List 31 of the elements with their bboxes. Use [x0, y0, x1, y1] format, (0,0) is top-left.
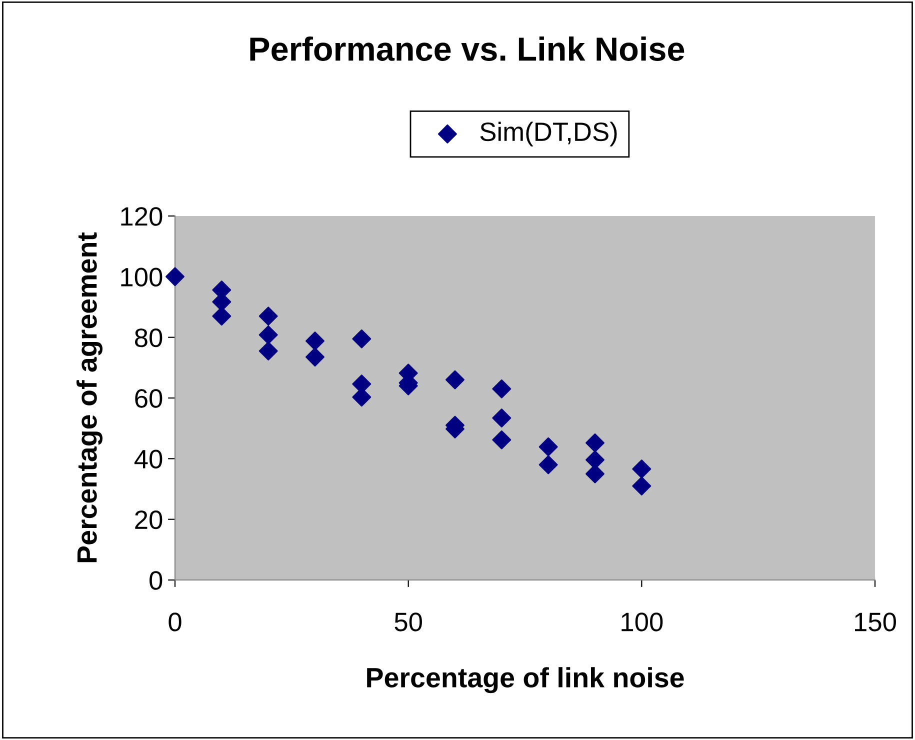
x-tick-label: 150 [855, 612, 896, 632]
point [446, 370, 464, 390]
point [492, 408, 512, 428]
x-axis-title: Percentage of link noise [367, 667, 684, 694]
point [586, 433, 604, 452]
point [538, 437, 558, 456]
point [538, 455, 558, 474]
y-axis-title: Percentage of agreement [76, 232, 103, 562]
chart-title: Performance vs. Link Noise [250, 36, 684, 61]
point [306, 348, 324, 367]
x-tick-label: 50 [394, 612, 422, 632]
point [166, 267, 184, 286]
legend-label: Sim(DT,DS) [480, 122, 617, 146]
point [492, 379, 512, 398]
y-tick-label: 20 [135, 510, 162, 530]
y-tick-label: 0 [150, 571, 162, 590]
y-tick-label: 100 [121, 268, 162, 286]
y-tick-label: 40 [134, 450, 162, 468]
point [632, 476, 652, 496]
point [632, 460, 652, 478]
point [306, 331, 324, 350]
point [492, 430, 512, 450]
y-tick-label: 80 [134, 328, 162, 348]
y-tick-label: 60 [135, 389, 162, 408]
point [258, 342, 278, 360]
x-tick-label: 100 [622, 612, 663, 632]
point [258, 325, 278, 344]
x-tick-label: 0 [168, 612, 182, 632]
y-tick-label: 120 [121, 207, 162, 226]
point [258, 306, 278, 326]
point [352, 329, 372, 348]
